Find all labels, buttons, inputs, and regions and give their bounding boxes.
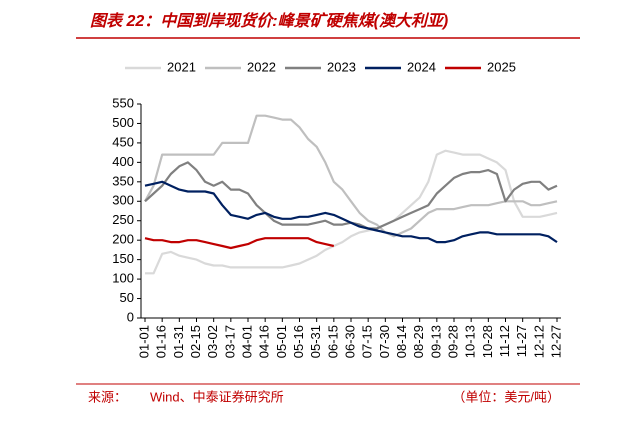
x-tick-label: 05-31	[308, 325, 323, 358]
x-tick-label: 04-16	[257, 325, 272, 358]
x-tick-label: 06-15	[325, 325, 340, 358]
legend-label: 2022	[247, 59, 276, 74]
x-tick-label: 10-13	[463, 325, 478, 358]
x-tick-label: 09-13	[428, 325, 443, 358]
y-tick-label: 150	[112, 251, 134, 266]
series-line	[144, 114, 558, 238]
x-tick-label: 10-28	[480, 325, 495, 358]
source: Wind、中泰证券研究所	[150, 389, 284, 404]
legend-label: 2021	[167, 59, 196, 74]
x-tick-label: 11-12	[497, 325, 512, 357]
x-tick-label: 08-29	[411, 325, 426, 358]
legend-label: 2023	[327, 59, 356, 74]
x-tick-label: 05-16	[291, 325, 306, 358]
x-tick-label: 04-01	[239, 325, 254, 358]
y-tick-label: 50	[120, 290, 134, 305]
y-tick-label: 400	[112, 154, 134, 169]
x-tick-label: 07-15	[360, 325, 375, 358]
x-tick-label: 07-30	[377, 325, 392, 358]
x-tick-label: 01-01	[136, 325, 151, 358]
x-tick-label: 12-27	[548, 325, 563, 358]
y-tick-label: 200	[112, 232, 134, 247]
series-line	[144, 180, 558, 244]
y-tick-label: 450	[112, 134, 134, 149]
x-tick-label: 03-02	[205, 325, 220, 358]
x-tick-label: 12-12	[531, 325, 546, 358]
legend-label: 2025	[487, 59, 516, 74]
y-tick-label: 0	[127, 309, 134, 324]
y-tick-label: 250	[112, 212, 134, 227]
x-tick-label: 06-30	[342, 325, 357, 358]
y-tick-label: 500	[112, 115, 134, 130]
y-tick-label: 350	[112, 173, 134, 188]
x-tick-label: 08-14	[394, 325, 409, 358]
unit: （单位：美元/吨）	[452, 389, 560, 404]
x-tick-label: 01-16	[154, 325, 169, 358]
y-tick-label: 300	[112, 193, 134, 208]
source-label: 来源：	[88, 389, 127, 404]
legend-label: 2024	[407, 59, 436, 74]
series-line	[145, 149, 558, 275]
x-tick-label: 01-31	[171, 325, 186, 358]
x-tick-label: 11-27	[514, 325, 529, 357]
chart-title: 图表 22：中国到岸现货价:峰景矿硬焦煤(澳大利亚)	[90, 12, 448, 30]
series-line	[144, 161, 558, 230]
x-tick-label: 05-01	[274, 325, 289, 358]
series-line	[144, 237, 335, 250]
y-tick-label: 100	[112, 271, 134, 286]
x-tick-label: 09-28	[445, 325, 460, 358]
x-tick-label: 03-17	[222, 325, 237, 358]
y-tick-label: 550	[112, 95, 134, 110]
x-tick-label: 02-15	[188, 325, 203, 358]
